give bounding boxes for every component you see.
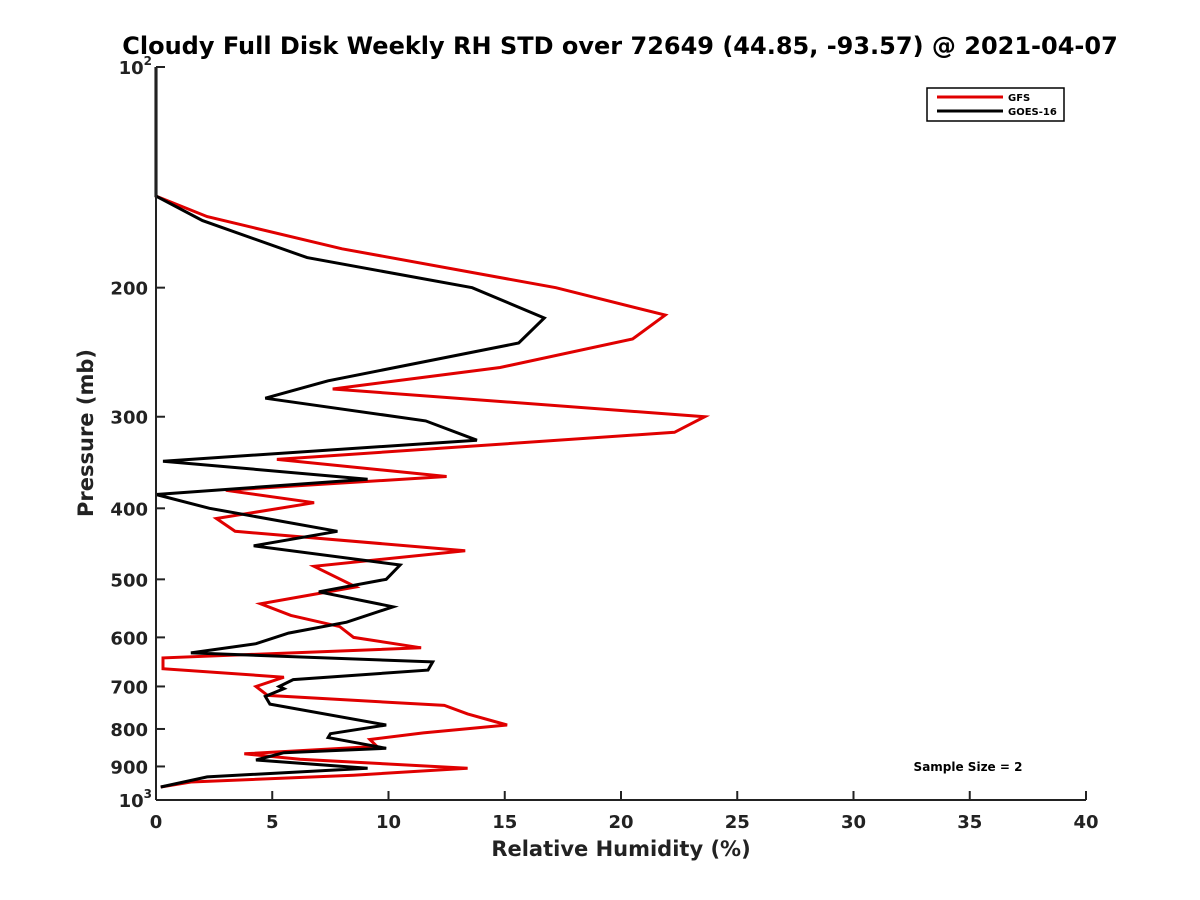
y-tick-label: 103 — [119, 787, 152, 812]
y-tick-label: 800 — [110, 720, 148, 741]
plot-area — [154, 67, 711, 789]
y-tick-label: 200 — [110, 279, 148, 300]
y-tick-label: 500 — [110, 570, 148, 591]
x-axis-label: Relative Humidity (%) — [491, 837, 750, 861]
y-axis: 102 200 300 400 500 600 700 800 900 103 — [110, 54, 165, 812]
y-tick-label: 300 — [110, 408, 148, 429]
x-tick-label: 0 — [150, 812, 163, 833]
x-tick-label: 5 — [266, 812, 279, 833]
legend-entry-label: GFS — [1008, 93, 1030, 104]
series-line-goes-16 — [154, 67, 547, 789]
chart-title: Cloudy Full Disk Weekly RH STD over 7264… — [122, 32, 1118, 60]
y-tick-label: 400 — [110, 499, 148, 520]
legend: GFS GOES-16 — [926, 87, 1065, 122]
y-axis-label: Pressure (mb) — [74, 349, 98, 517]
x-axis: 0 5 10 15 20 25 30 35 40 — [150, 791, 1099, 833]
series-line-gfs — [154, 67, 711, 789]
legend-box — [926, 87, 1065, 122]
x-tick-label: 10 — [376, 812, 401, 833]
sample-size-annotation: Sample Size = 2 — [914, 760, 1023, 774]
x-tick-label: 20 — [608, 812, 633, 833]
y-tick-label: 900 — [110, 757, 148, 778]
x-tick-label: 35 — [957, 812, 982, 833]
y-tick-label: 700 — [110, 677, 148, 698]
x-tick-label: 30 — [841, 812, 866, 833]
x-tick-label: 25 — [725, 812, 750, 833]
y-tick-label: 102 — [119, 54, 152, 79]
x-tick-label: 15 — [492, 812, 517, 833]
legend-entry-label: GOES-16 — [1008, 107, 1057, 118]
x-tick-label: 40 — [1073, 812, 1098, 833]
y-tick-label: 600 — [110, 628, 148, 649]
